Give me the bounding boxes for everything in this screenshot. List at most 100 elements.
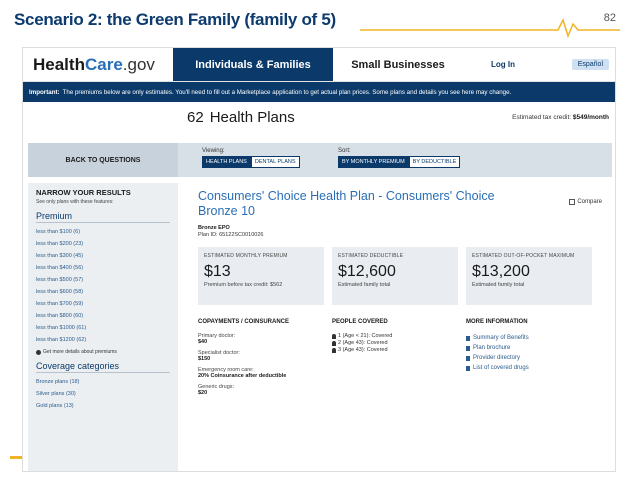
plan-brochure-link[interactable]: Plan brochure: [466, 343, 600, 353]
copay-value: $40: [198, 339, 208, 345]
people-heading: PEOPLE COVERED: [332, 319, 388, 325]
plan-meta: Bronze EPO Plan ID: 65122SC0010026: [198, 225, 600, 239]
more-link-label: Plan brochure: [473, 345, 511, 351]
oop-max-label: ESTIMATED OUT-OF-POCKET MAXIMUM: [472, 253, 575, 259]
premium-filter-300[interactable]: less than $300 (45): [36, 253, 84, 259]
tax-credit-label: Estimated tax credit:: [512, 113, 572, 121]
person-row: 3 (Age 43): Covered: [332, 347, 466, 354]
premium-filter-1200[interactable]: less than $1200 (62): [36, 337, 87, 343]
cost-summary: ESTIMATED MONTHLY PREMIUM $13 Premium be…: [198, 247, 600, 305]
page-number: 82: [603, 12, 616, 24]
premium-filter-100[interactable]: less than $100 (6): [36, 229, 81, 235]
premium-filter-700[interactable]: less than $700 (59): [36, 301, 84, 307]
sidebar-heading: NARROW YOUR RESULTS: [36, 188, 131, 197]
login-link[interactable]: Log In: [491, 60, 515, 69]
document-icon: [466, 365, 470, 371]
copay-value: $150: [198, 356, 211, 362]
plans-count: 62: [187, 108, 204, 126]
deductible-label: ESTIMATED DEDUCTIBLE: [338, 253, 404, 259]
more-info-column: MORE INFORMATION Summary of Benefits Pla…: [466, 319, 600, 401]
premium-filter-200[interactable]: less than $200 (23): [36, 241, 84, 247]
sort-toggle: Sort: BY MONTHLY PREMIUM BY DEDUCTIBLE: [338, 148, 461, 168]
results-header: 62 Health Plans Estimated tax credit: $54…: [23, 102, 615, 132]
person-row: 2 (Age 43): Covered: [332, 340, 466, 347]
oop-max-box: ESTIMATED OUT-OF-POCKET MAXIMUM $13,200 …: [466, 247, 592, 305]
copay-key: Specialist doctor:: [198, 350, 240, 356]
deductible-note: Estimated family total: [338, 282, 391, 288]
person-icon: [332, 341, 336, 346]
deductible-box: ESTIMATED DEDUCTIBLE $12,600 Estimated f…: [332, 247, 458, 305]
view-health-plans-tab[interactable]: HEALTH PLANS: [202, 156, 251, 168]
person-label: 1 (Age < 21): Covered: [338, 333, 393, 339]
document-icon: [466, 335, 470, 341]
narrow-results-sidebar: NARROW YOUR RESULTS See only plans with …: [28, 183, 178, 471]
info-icon: [36, 349, 41, 355]
compare-checkbox[interactable]: Compare: [569, 199, 602, 205]
coverage-section-title: Coverage categories: [36, 361, 170, 373]
plan-name-link[interactable]: Consumers' Choice Health Plan - Consumer…: [198, 189, 495, 218]
more-link-label: Summary of Benefits: [473, 335, 529, 341]
logo-gov: .gov: [122, 54, 155, 74]
premium-details-link[interactable]: Get more details about premiums: [36, 349, 170, 355]
plans-count-label: Health Plans: [209, 108, 295, 126]
person-icon: [332, 348, 336, 353]
copay-key: Generic drugs:: [198, 384, 235, 390]
coverage-filter-bronze[interactable]: Bronze plans (18): [36, 379, 80, 385]
copay-column: COPAYMENTS / COINSURANCE Primary doctor:…: [198, 319, 332, 401]
monthly-premium-box: ESTIMATED MONTHLY PREMIUM $13 Premium be…: [198, 247, 324, 305]
sort-by-premium-tab[interactable]: BY MONTHLY PREMIUM: [338, 156, 409, 168]
premium-filter-1000[interactable]: less than $1000 (61): [36, 325, 87, 331]
premium-filter-400[interactable]: less than $400 (56): [36, 265, 84, 271]
copay-heading: COPAYMENTS / COINSURANCE: [198, 319, 290, 325]
site-header: Health Care .gov Individuals & Families Sm…: [23, 48, 615, 82]
person-row: 1 (Age < 21): Covered: [332, 333, 466, 340]
monthly-premium-label: ESTIMATED MONTHLY PREMIUM: [204, 253, 288, 259]
plan-details: COPAYMENTS / COINSURANCE Primary doctor:…: [198, 319, 600, 401]
provider-directory-link[interactable]: Provider directory: [466, 353, 600, 363]
slide-title: Scenario 2: the Green Family (family of …: [14, 10, 336, 29]
more-info-heading: MORE INFORMATION: [466, 319, 528, 325]
viewing-label: Viewing:: [202, 148, 225, 154]
premium-details-label: Get more details about premiums: [43, 349, 117, 355]
document-icon: [466, 355, 470, 361]
logo-care: Care: [84, 54, 123, 74]
document-icon: [466, 345, 470, 351]
copay-value: 20% Coinsurance after deductible: [198, 373, 287, 379]
person-label: 2 (Age 43): Covered: [338, 340, 388, 346]
logo-health: Health: [33, 54, 85, 74]
sort-by-deductible-tab[interactable]: BY DEDUCTIBLE: [408, 156, 461, 168]
person-label: 3 (Age 43): Covered: [338, 347, 388, 353]
covered-drugs-link[interactable]: List of covered drugs: [466, 363, 600, 373]
accent-bar: [10, 456, 22, 459]
copay-value: $20: [198, 390, 208, 396]
viewing-toggle: Viewing: HEALTH PLANS DENTAL PLANS: [202, 148, 300, 168]
people-column: PEOPLE COVERED 1 (Age < 21): Covered 2 (…: [332, 319, 466, 401]
plans-count-heading: 62 Health Plans: [187, 109, 301, 126]
coverage-filter-silver[interactable]: Silver plans (30): [36, 391, 76, 397]
important-banner: Important: The premiums below are only e…: [23, 82, 615, 102]
compare-label: Compare: [577, 199, 602, 205]
monthly-premium-note: Premium before tax credit: $562: [204, 282, 283, 288]
checkbox-icon: [569, 199, 576, 205]
espanol-button[interactable]: Español: [571, 59, 609, 70]
more-link-label: Provider directory: [473, 355, 521, 361]
monthly-premium-value: $13: [204, 263, 231, 280]
plan-id: Plan ID: 65122SC0010026: [198, 232, 264, 238]
copay-key: Emergency room care:: [198, 367, 254, 373]
premium-filter-800[interactable]: less than $800 (60): [36, 313, 84, 319]
back-to-questions-button[interactable]: BACK TO QUESTIONS: [28, 143, 178, 177]
coverage-filter-gold[interactable]: Gold plans (13): [36, 403, 74, 409]
nav-small-businesses[interactable]: Small Businesses: [351, 58, 445, 71]
oop-max-note: Estimated family total: [472, 282, 525, 288]
premium-filter-500[interactable]: less than $500 (57): [36, 277, 84, 283]
view-dental-plans-tab[interactable]: DENTAL PLANS: [250, 156, 300, 168]
sidebar-subheading: See only plans with these features:: [36, 199, 114, 205]
nav-individuals-families[interactable]: Individuals & Families: [173, 48, 333, 81]
healthcare-gov-logo[interactable]: Health Care .gov: [23, 48, 173, 81]
copay-key: Primary doctor:: [198, 333, 236, 339]
premium-filter-600[interactable]: less than $600 (58): [36, 289, 84, 295]
plan-type: EPO: [218, 225, 230, 231]
premium-section-title: Premium: [36, 211, 170, 223]
summary-of-benefits-link[interactable]: Summary of Benefits: [466, 333, 600, 343]
oop-max-value: $13,200: [472, 263, 530, 280]
